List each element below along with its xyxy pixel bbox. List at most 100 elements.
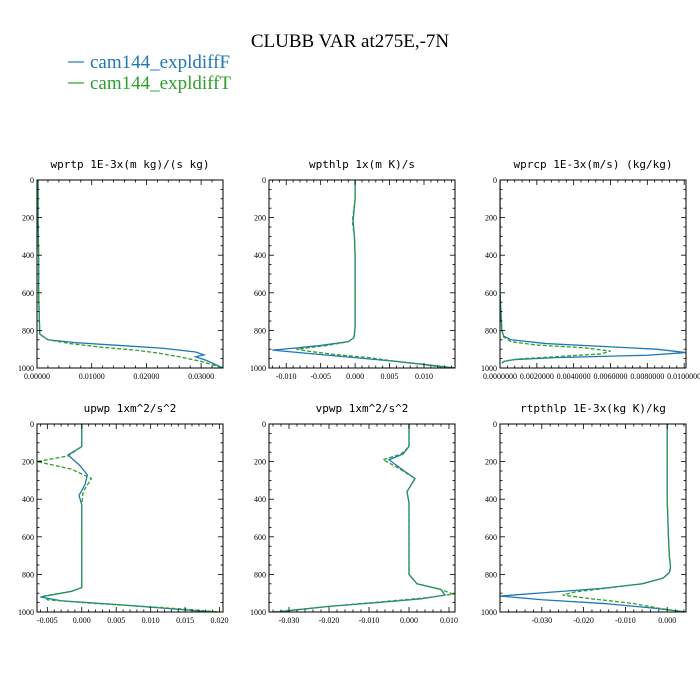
xtick-label-wpthlp: 0.000 bbox=[346, 372, 364, 381]
axis-frame-wprtp bbox=[36, 179, 224, 369]
ytick-label-vpwp: 400 bbox=[254, 495, 266, 504]
ytick-label-rtpthlp: 400 bbox=[485, 495, 497, 504]
xtick-label-rtpthlp: -0.030 bbox=[531, 616, 552, 625]
axis-frame-rtpthlp bbox=[499, 423, 687, 613]
series-line-vpwp-expldiffF bbox=[276, 424, 447, 612]
series-line-wpthlp-expldiffT bbox=[296, 180, 455, 368]
ytick-label-upwp: 600 bbox=[22, 533, 34, 542]
ytick-label-wpthlp: 600 bbox=[254, 289, 266, 298]
xtick-label-wprcp: 0.0020000 bbox=[520, 372, 554, 381]
xtick-label-upwp: -0.005 bbox=[37, 616, 58, 625]
series-line-upwp-expldiffT bbox=[37, 424, 220, 612]
ytick-label-wprtp: 1000 bbox=[18, 364, 34, 373]
panel-title-rtpthlp: rtpthlp 1E-3x(kg K)/kg bbox=[520, 402, 666, 415]
xtick-label-upwp: 0.005 bbox=[107, 616, 125, 625]
ytick-label-wprcp: 1000 bbox=[481, 364, 497, 373]
ytick-label-wprcp: 400 bbox=[485, 251, 497, 260]
panel-wpthlp: wpthlp 1x(m K)/s 0 200 400 600 800 1000 -0.010 -… bbox=[250, 158, 456, 381]
legend-label-expldiffT: cam144_expldiffT bbox=[90, 73, 231, 94]
panel-vpwp: vpwp 1xm^2/s^2 0 200 400 600 800 1000 -0.030 -0.… bbox=[250, 402, 458, 625]
ytick-label-vpwp: 1000 bbox=[250, 608, 266, 617]
panel-title-upwp: upwp 1xm^2/s^2 bbox=[84, 402, 177, 415]
panel-title-wprtp: wprtp 1E-3x(m kg)/(s kg) bbox=[51, 158, 210, 171]
xtick-label-wprcp: 0.0000000 bbox=[483, 372, 517, 381]
xtick-label-wprcp: 0.0080000 bbox=[630, 372, 664, 381]
panel-grid: wprtp 1E-3x(m kg)/(s kg) 0 200 400 600 800 100… bbox=[18, 158, 700, 625]
xtick-label-vpwp: -0.020 bbox=[319, 616, 340, 625]
series-line-vpwp-expldiffT bbox=[272, 424, 455, 612]
ytick-label-vpwp: 200 bbox=[254, 458, 266, 467]
ytick-label-wpthlp: 1000 bbox=[250, 364, 266, 373]
series-line-rtpthlp-expldiffF bbox=[500, 424, 686, 612]
series-line-wprtp-expldiffF bbox=[37, 180, 223, 368]
xtick-label-wpthlp: 0.005 bbox=[381, 372, 399, 381]
xtick-label-wpthlp: -0.010 bbox=[276, 372, 297, 381]
xtick-label-vpwp: -0.010 bbox=[359, 616, 380, 625]
ytick-label-wpthlp: 0 bbox=[262, 176, 266, 185]
xtick-label-wprtp: 0.01000 bbox=[79, 372, 105, 381]
ytick-label-rtpthlp: 600 bbox=[485, 533, 497, 542]
panel-rtpthlp: rtpthlp 1E-3x(kg K)/kg 0 200 400 600 800 1000 -… bbox=[481, 402, 687, 625]
axis-frame-vpwp bbox=[268, 423, 456, 613]
xtick-label-vpwp: -0.030 bbox=[279, 616, 300, 625]
xtick-label-upwp: 0.010 bbox=[142, 616, 160, 625]
xtick-label-wprcp: 0.0100000 bbox=[667, 372, 700, 381]
legend: cam144_expldiffF cam144_expldiffT bbox=[68, 52, 231, 94]
panel-wprcp: wprcp 1E-3x(m/s) (kg/kg) 0 200 400 600 800 100… bbox=[481, 158, 700, 381]
ytick-label-wprcp: 200 bbox=[485, 214, 497, 223]
xtick-label-wprtp: 0.00000 bbox=[24, 372, 50, 381]
ytick-label-wprtp: 400 bbox=[22, 251, 34, 260]
xtick-label-wprcp: 0.0040000 bbox=[557, 372, 591, 381]
series-line-upwp-expldiffF bbox=[40, 424, 213, 612]
xtick-label-wprcp: 0.0060000 bbox=[593, 372, 627, 381]
ytick-label-wprtp: 200 bbox=[22, 214, 34, 223]
ytick-label-wprcp: 600 bbox=[485, 289, 497, 298]
xtick-label-vpwp: 0.010 bbox=[440, 616, 458, 625]
ytick-label-rtpthlp: 200 bbox=[485, 458, 497, 467]
xtick-label-rtpthlp: -0.010 bbox=[615, 616, 636, 625]
ytick-label-wprcp: 0 bbox=[493, 176, 497, 185]
xtick-label-wprtp: 0.03000 bbox=[188, 372, 214, 381]
ytick-label-wpthlp: 200 bbox=[254, 214, 266, 223]
xtick-label-wprtp: 0.02000 bbox=[133, 372, 159, 381]
xtick-label-vpwp: 0.000 bbox=[400, 616, 418, 625]
xtick-label-upwp: 0.015 bbox=[176, 616, 194, 625]
ytick-label-wprtp: 800 bbox=[22, 326, 34, 335]
ytick-label-upwp: 400 bbox=[22, 495, 34, 504]
ytick-label-upwp: 200 bbox=[22, 458, 34, 467]
xtick-label-rtpthlp: 0.000 bbox=[658, 616, 676, 625]
ytick-label-vpwp: 600 bbox=[254, 533, 266, 542]
panel-title-wprcp: wprcp 1E-3x(m/s) (kg/kg) bbox=[514, 158, 673, 171]
axis-frame-upwp bbox=[36, 423, 224, 613]
panel-title-wpthlp: wpthlp 1x(m K)/s bbox=[309, 158, 415, 171]
panel-title-vpwp: vpwp 1xm^2/s^2 bbox=[316, 402, 409, 415]
ytick-label-rtpthlp: 800 bbox=[485, 570, 497, 579]
panel-wprtp: wprtp 1E-3x(m kg)/(s kg) 0 200 400 600 800 100… bbox=[18, 158, 224, 381]
xtick-label-wpthlp: 0.010 bbox=[415, 372, 433, 381]
series-line-wprcp-expldiffT bbox=[500, 180, 611, 364]
ytick-label-rtpthlp: 0 bbox=[493, 420, 497, 429]
xtick-label-rtpthlp: -0.020 bbox=[573, 616, 594, 625]
xtick-label-upwp: 0.020 bbox=[211, 616, 229, 625]
xtick-label-wpthlp: -0.005 bbox=[310, 372, 331, 381]
ytick-label-vpwp: 800 bbox=[254, 570, 266, 579]
ytick-label-wprcp: 800 bbox=[485, 326, 497, 335]
series-line-wprcp-expldiffF bbox=[500, 180, 686, 364]
ytick-label-wpthlp: 800 bbox=[254, 326, 266, 335]
legend-label-expldiffF: cam144_expldiffF bbox=[90, 52, 230, 73]
figure-title: CLUBB VAR at275E,-7N bbox=[251, 31, 450, 52]
axis-frame-wpthlp bbox=[268, 179, 456, 369]
ytick-label-upwp: 800 bbox=[22, 570, 34, 579]
ytick-label-wprtp: 600 bbox=[22, 289, 34, 298]
axis-frame-wprcp bbox=[499, 179, 687, 369]
ytick-label-upwp: 1000 bbox=[18, 608, 34, 617]
ytick-label-vpwp: 0 bbox=[262, 420, 266, 429]
series-line-rtpthlp-expldiffT bbox=[562, 424, 686, 612]
ytick-label-wprtp: 0 bbox=[30, 176, 34, 185]
series-line-wpthlp-expldiffF bbox=[272, 180, 455, 368]
ytick-label-wpthlp: 400 bbox=[254, 251, 266, 260]
series-line-wprtp-expldiffT bbox=[37, 180, 223, 368]
ytick-label-upwp: 0 bbox=[30, 420, 34, 429]
panel-upwp: upwp 1xm^2/s^2 0 200 400 600 800 1000-0.005 0.0… bbox=[18, 402, 229, 625]
